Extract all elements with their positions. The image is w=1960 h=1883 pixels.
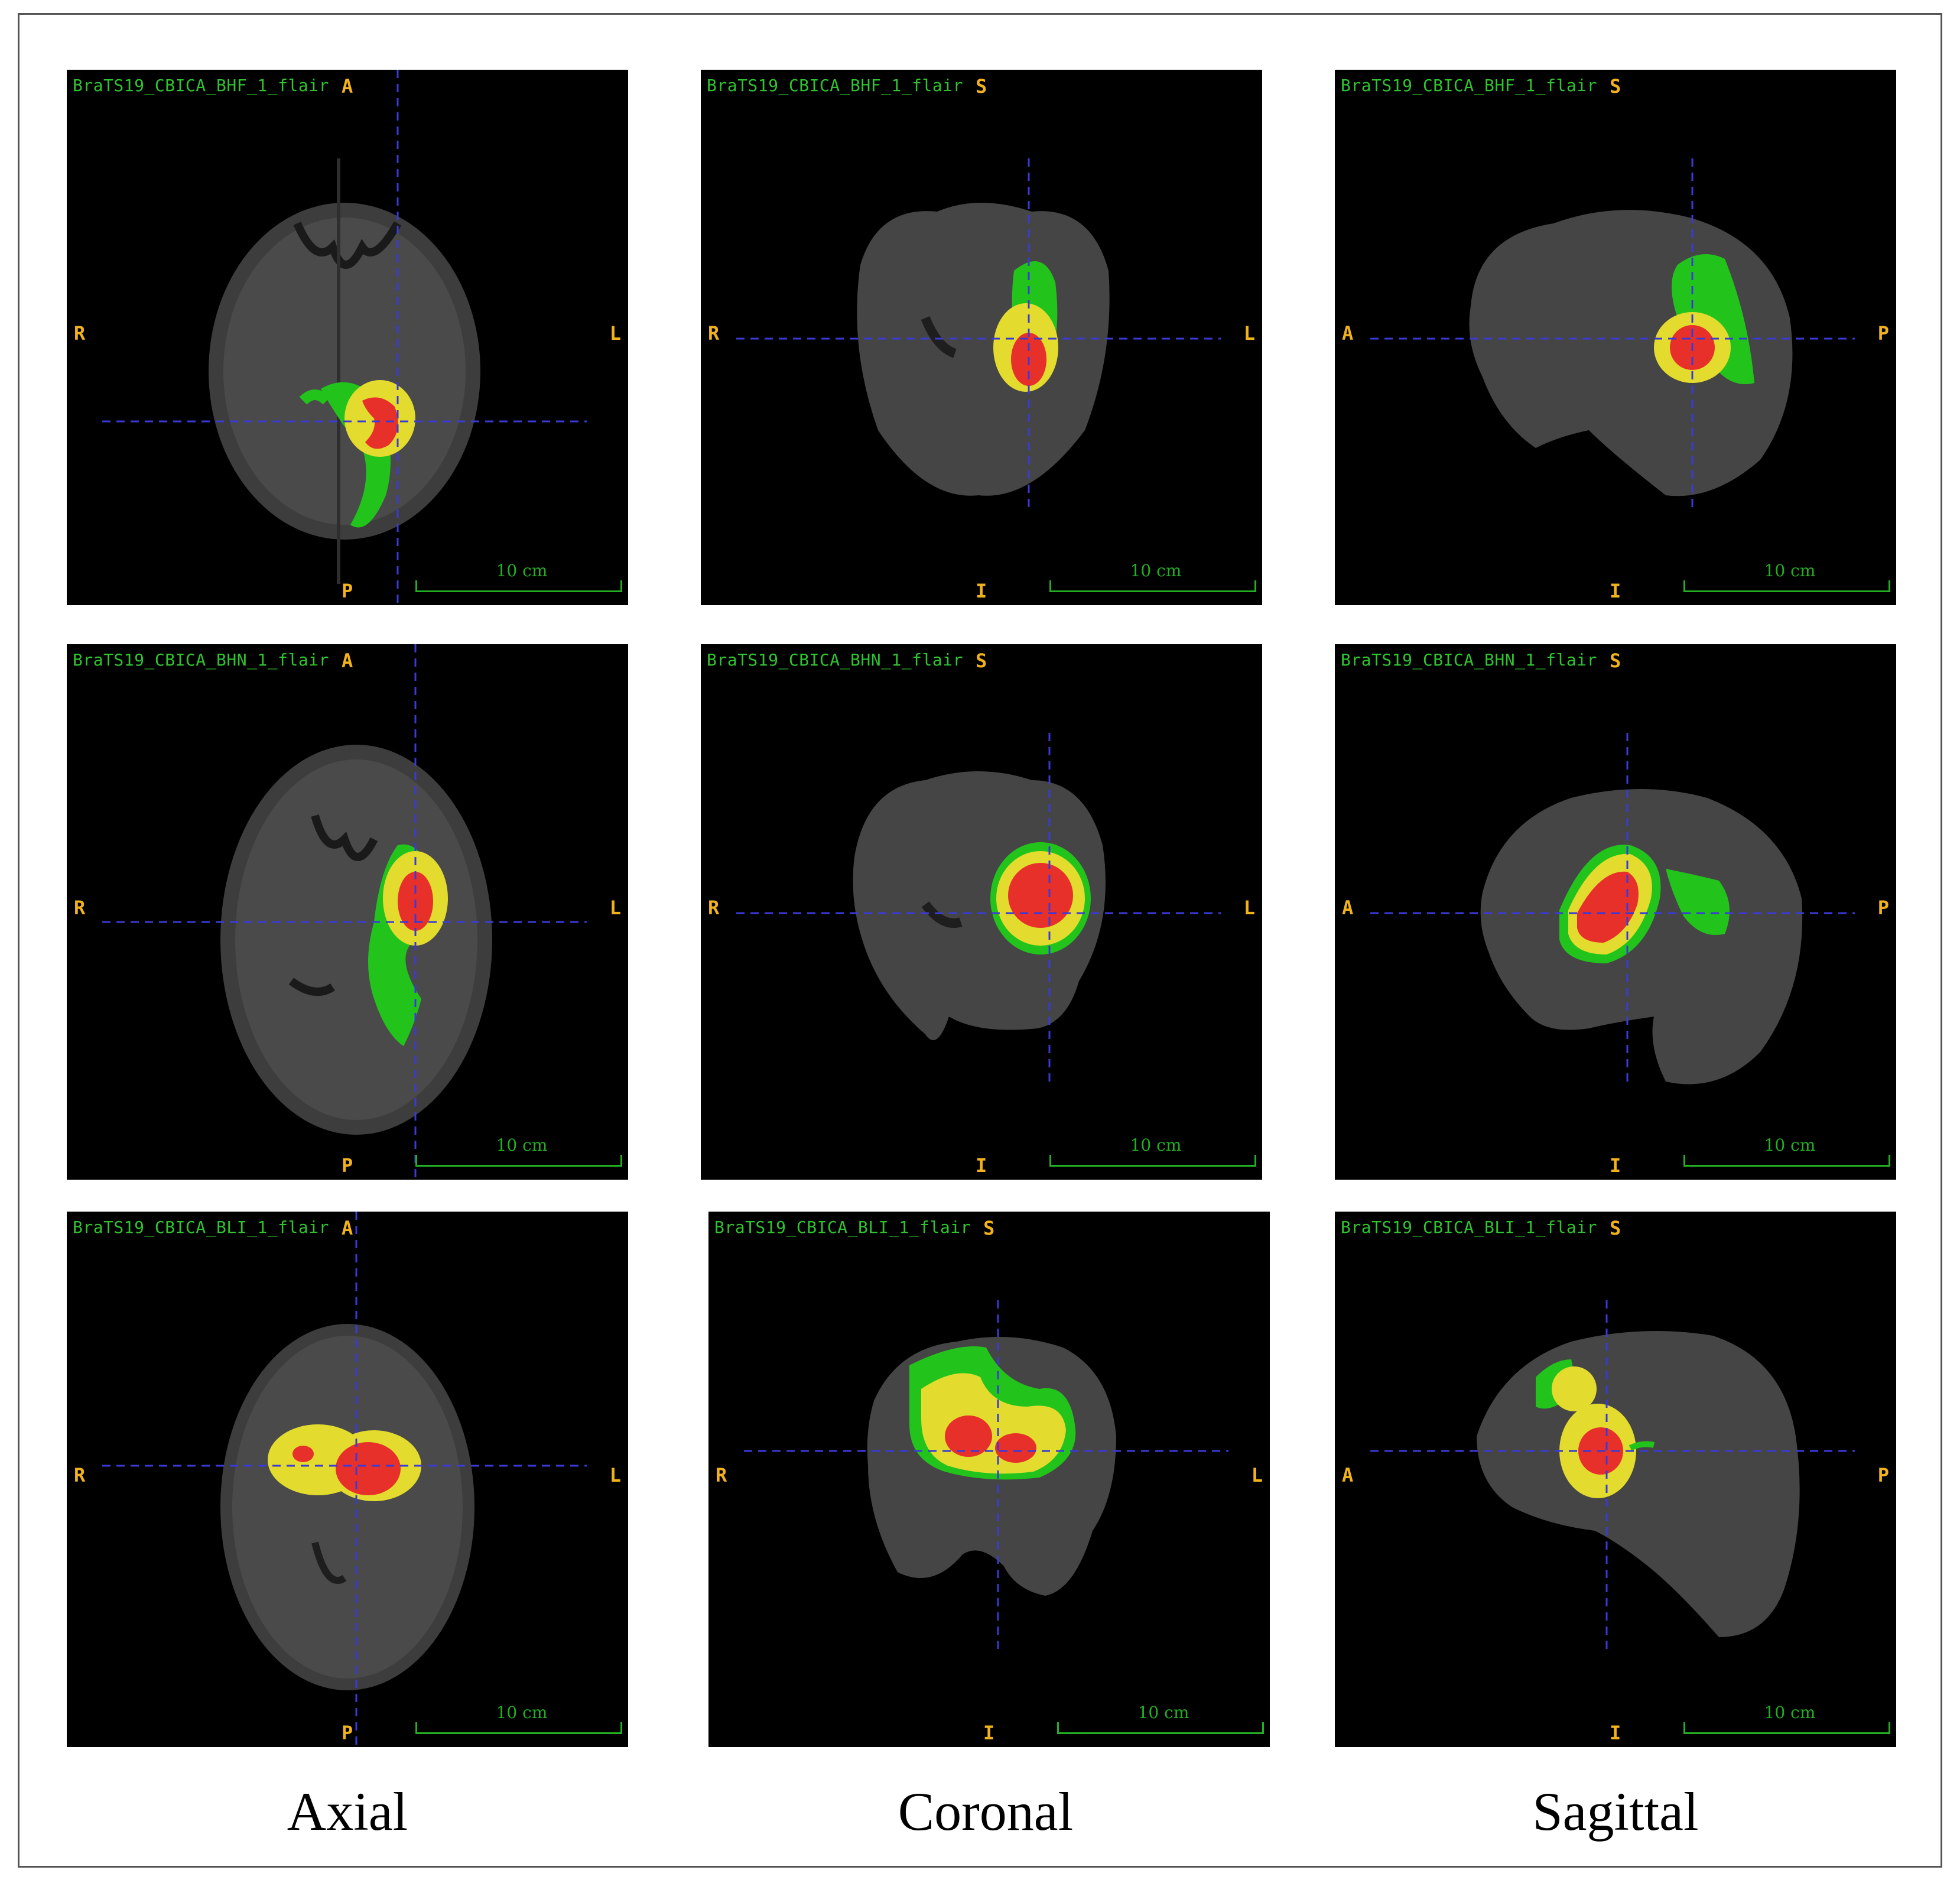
scale-bar-label: 10 cm	[1130, 1135, 1182, 1155]
orientation-left: R	[74, 897, 86, 919]
mri-sagittal-scan	[1370, 1300, 1855, 1649]
column-label-coronal: Coronal	[898, 1781, 1074, 1842]
mri-axial-scan	[102, 644, 587, 1180]
orientation-top: S	[1610, 1217, 1621, 1239]
orientation-bottom: I	[983, 1722, 995, 1744]
scale-bar-label: 10 cm	[496, 1703, 548, 1722]
orientation-top: S	[983, 1217, 995, 1239]
orientation-top: S	[1610, 650, 1621, 672]
panel-axial-bhn: BraTS19_CBICA_BHN_1_flair A P R L 10 cm	[67, 644, 628, 1180]
orientation-right: P	[1877, 1464, 1889, 1486]
scan-id-label: BraTS19_CBICA_BLI_1_flair	[714, 1218, 971, 1237]
orientation-right: L	[609, 897, 621, 919]
orientation-left: R	[708, 322, 720, 345]
orientation-right: L	[1243, 322, 1255, 345]
scale-bar-label: 10 cm	[1130, 561, 1182, 580]
panel-coronal-bhf: BraTS19_CBICA_BHF_1_flair S I R L 10 cm	[701, 70, 1262, 605]
orientation-bottom: I	[1610, 1722, 1621, 1744]
panel-sagittal-bhn: BraTS19_CBICA_BHN_1_flair S I A P 10 cm	[1335, 644, 1896, 1180]
scale-bar-label: 10 cm	[1764, 1135, 1816, 1155]
orientation-left: A	[1342, 322, 1354, 345]
scan-id-label: BraTS19_CBICA_BLI_1_flair	[73, 1218, 329, 1237]
orientation-top: A	[342, 75, 353, 98]
orientation-left: R	[74, 322, 86, 345]
scale-bar	[1057, 1722, 1264, 1734]
scale-bar	[1049, 580, 1256, 592]
panel-sagittal-bli: BraTS19_CBICA_BLI_1_flair S I A P 10 cm	[1335, 1212, 1896, 1747]
orientation-bottom: I	[1610, 580, 1621, 602]
column-label-axial: Axial	[287, 1781, 408, 1842]
orientation-bottom: I	[976, 580, 987, 602]
orientation-left: R	[716, 1464, 727, 1486]
orientation-top: S	[1610, 75, 1621, 98]
panel-axial-bli: BraTS19_CBICA_BLI_1_flair A P R L 10 cm	[67, 1212, 628, 1747]
scale-bar	[1683, 1155, 1890, 1167]
orientation-right: L	[1243, 897, 1255, 919]
orientation-top: A	[342, 1217, 353, 1239]
scale-bar-label: 10 cm	[496, 561, 548, 580]
orientation-top: S	[976, 650, 987, 672]
orientation-left: R	[74, 1464, 86, 1486]
scan-id-label: BraTS19_CBICA_BLI_1_flair	[1341, 1218, 1597, 1237]
mri-coronal-scan	[736, 733, 1221, 1087]
scale-bar	[415, 1155, 622, 1167]
mri-coronal-scan	[736, 158, 1221, 513]
mri-sagittal-scan	[1370, 733, 1855, 1085]
mri-sagittal-scan	[1370, 158, 1855, 507]
scan-id-label: BraTS19_CBICA_BHF_1_flair	[707, 76, 963, 95]
scale-bar-label: 10 cm	[496, 1135, 548, 1155]
orientation-top: S	[976, 75, 987, 98]
scan-id-label: BraTS19_CBICA_BHN_1_flair	[1341, 650, 1597, 670]
scan-id-label: BraTS19_CBICA_BHN_1_flair	[73, 650, 329, 670]
panel-sagittal-bhf: BraTS19_CBICA_BHF_1_flair S I A P 10 cm	[1335, 70, 1896, 605]
scale-bar	[415, 1722, 622, 1734]
panel-coronal-bhn: BraTS19_CBICA_BHN_1_flair S I R L 10 cm	[701, 644, 1262, 1180]
orientation-bottom: I	[1610, 1154, 1621, 1177]
orientation-right: L	[609, 1464, 621, 1486]
orientation-bottom: P	[342, 580, 353, 602]
orientation-right: P	[1877, 897, 1889, 919]
scale-bar	[1683, 580, 1890, 592]
orientation-bottom: P	[342, 1722, 353, 1744]
scale-bar-label: 10 cm	[1764, 1703, 1816, 1722]
scale-bar	[1683, 1722, 1890, 1734]
scan-id-label: BraTS19_CBICA_BHN_1_flair	[707, 650, 963, 670]
scale-bar-label: 10 cm	[1137, 1703, 1189, 1722]
orientation-bottom: P	[342, 1154, 353, 1177]
orientation-bottom: I	[976, 1154, 987, 1177]
orientation-top: A	[342, 650, 353, 672]
orientation-right: L	[1251, 1464, 1263, 1486]
column-label-sagittal: Sagittal	[1532, 1781, 1699, 1842]
orientation-left: A	[1342, 1464, 1354, 1486]
scale-bar	[415, 580, 622, 592]
orientation-right: L	[609, 322, 621, 345]
mri-axial-scan	[102, 70, 587, 605]
mri-coronal-scan	[744, 1300, 1228, 1655]
scale-bar	[1049, 1155, 1256, 1167]
scan-id-label: BraTS19_CBICA_BHF_1_flair	[1341, 76, 1597, 95]
scan-id-label: BraTS19_CBICA_BHF_1_flair	[73, 76, 329, 95]
orientation-left: R	[708, 897, 720, 919]
mri-axial-scan	[102, 1212, 587, 1747]
panel-coronal-bli: BraTS19_CBICA_BLI_1_flair S I R L 10 cm	[708, 1212, 1270, 1747]
figure-frame: BraTS19_CBICA_BHF_1_flair A P R L 10 cm …	[18, 13, 1942, 1868]
panel-axial-bhf: BraTS19_CBICA_BHF_1_flair A P R L 10 cm	[67, 70, 628, 605]
orientation-right: P	[1877, 322, 1889, 345]
orientation-left: A	[1342, 897, 1354, 919]
scale-bar-label: 10 cm	[1764, 561, 1816, 580]
